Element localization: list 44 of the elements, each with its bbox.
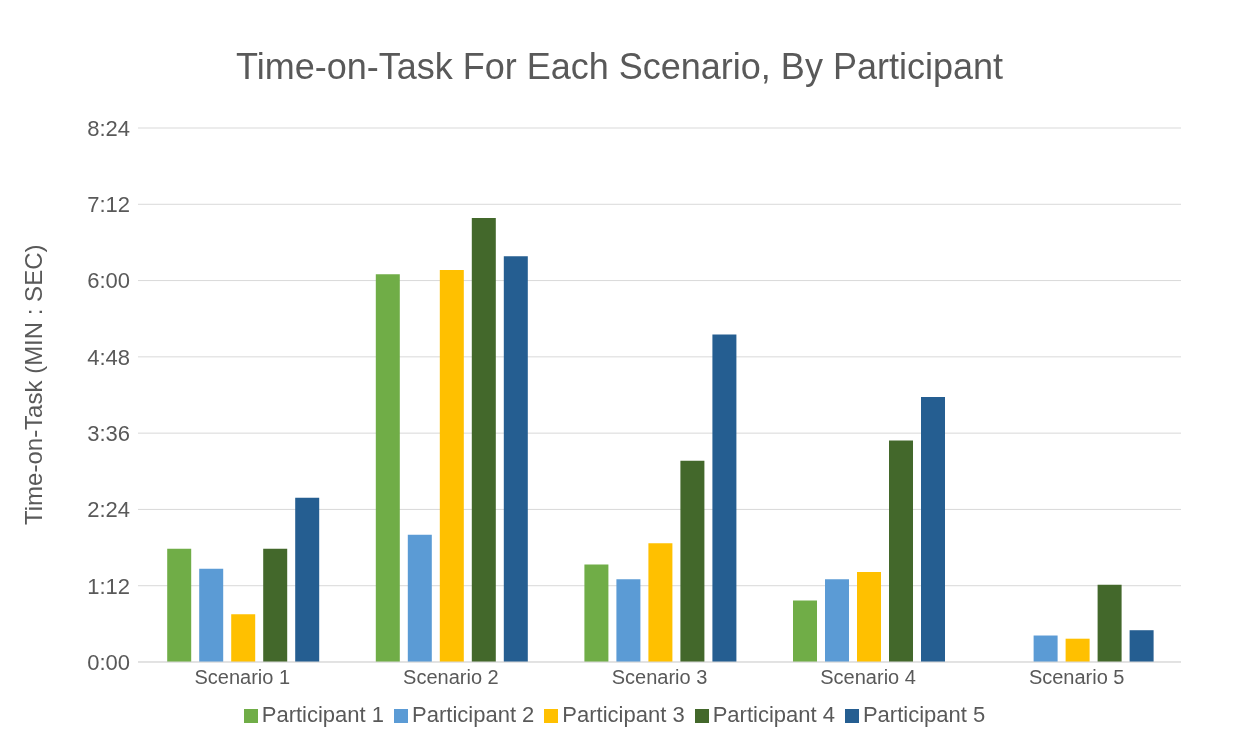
bar bbox=[793, 600, 817, 662]
bar bbox=[231, 614, 256, 662]
x-tick-label: Scenario 3 bbox=[611, 666, 708, 689]
bar bbox=[889, 440, 913, 662]
bar bbox=[1129, 630, 1154, 662]
legend-label: Participant 5 bbox=[862, 702, 986, 727]
legend-label: Participant 4 bbox=[712, 702, 835, 727]
bar bbox=[712, 334, 737, 662]
chart-title: Time-on-Task For Each Scenario, By Participant bbox=[235, 45, 1004, 89]
bar bbox=[857, 571, 881, 662]
bar bbox=[503, 256, 528, 662]
bar bbox=[680, 460, 705, 662]
y-tick-label: 2:24 bbox=[87, 497, 130, 523]
bar bbox=[167, 548, 192, 662]
bar bbox=[648, 543, 673, 662]
x-tick-label: Scenario 1 bbox=[194, 666, 291, 689]
bar bbox=[199, 568, 224, 662]
bar bbox=[825, 579, 849, 662]
bar bbox=[263, 548, 288, 662]
y-tick-label: 7:12 bbox=[87, 192, 130, 218]
bar bbox=[584, 564, 609, 662]
bar bbox=[1065, 638, 1090, 662]
legend-label: Participant 2 bbox=[412, 702, 535, 727]
bar bbox=[407, 534, 432, 662]
y-tick-label: 0:00 bbox=[87, 649, 130, 675]
x-tick-label: Scenario 2 bbox=[403, 666, 499, 689]
bar bbox=[295, 497, 320, 662]
y-tick-label: 3:36 bbox=[87, 420, 130, 446]
y-axis-title: Time-on-Task (MIN : SEC) bbox=[19, 244, 47, 525]
y-tick-label: 6:00 bbox=[87, 268, 130, 294]
bar bbox=[471, 218, 496, 662]
y-tick-label: 8:24 bbox=[87, 115, 130, 141]
bar bbox=[1097, 584, 1122, 662]
y-tick-label: 1:12 bbox=[87, 573, 130, 599]
bar bbox=[921, 397, 945, 662]
x-tick-label: Scenario 5 bbox=[1028, 666, 1125, 689]
legend-label: Participant 1 bbox=[261, 702, 385, 727]
x-tick-label: Scenario 4 bbox=[820, 666, 916, 689]
legend-label: Participant 3 bbox=[562, 702, 685, 727]
bar bbox=[375, 274, 400, 662]
bar bbox=[439, 269, 464, 662]
bar bbox=[1033, 635, 1058, 662]
y-tick-label: 4:48 bbox=[87, 344, 130, 370]
bar bbox=[616, 579, 641, 662]
